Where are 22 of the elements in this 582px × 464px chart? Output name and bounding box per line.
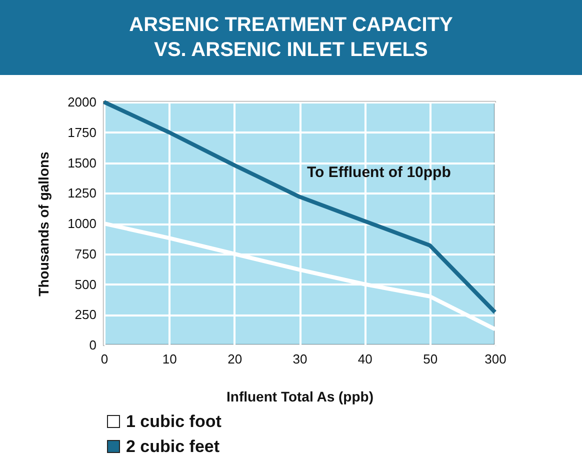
- y-tick-label: 2000: [68, 94, 96, 110]
- y-tick-label: 500: [74, 276, 96, 292]
- x-tick-label: 50: [423, 352, 438, 366]
- legend-label: 2 cubic feet: [126, 436, 220, 456]
- chart-title: ARSENIC TREATMENT CAPACITY VS. ARSENIC INLET LEVELS: [128, 12, 454, 62]
- annotation: To Effluent of 10ppb: [307, 164, 451, 181]
- x-tick-label: 0: [100, 352, 108, 366]
- y-tick-label: 1750: [68, 124, 96, 140]
- x-tick-label: 20: [228, 352, 242, 366]
- x-tick-label: 30: [292, 352, 308, 366]
- y-axis-title: Thousands of gallons: [36, 151, 52, 296]
- y-tick-label: 1250: [68, 186, 96, 201]
- y-tick-label: 1500: [68, 155, 96, 170]
- x-tick-label: 10: [162, 352, 177, 366]
- x-tick-label: 40: [358, 352, 372, 366]
- x-tick-label: 300: [484, 352, 506, 366]
- y-tick-label: 250: [74, 307, 96, 322]
- x-axis-title: Influent Total As (ppb): [226, 388, 374, 404]
- y-tick-label: 750: [74, 246, 96, 262]
- legend-label: 1 cubic foot: [126, 412, 222, 432]
- y-tick-label: 0: [89, 338, 96, 352]
- y-tick-label: 1000: [68, 216, 96, 231]
